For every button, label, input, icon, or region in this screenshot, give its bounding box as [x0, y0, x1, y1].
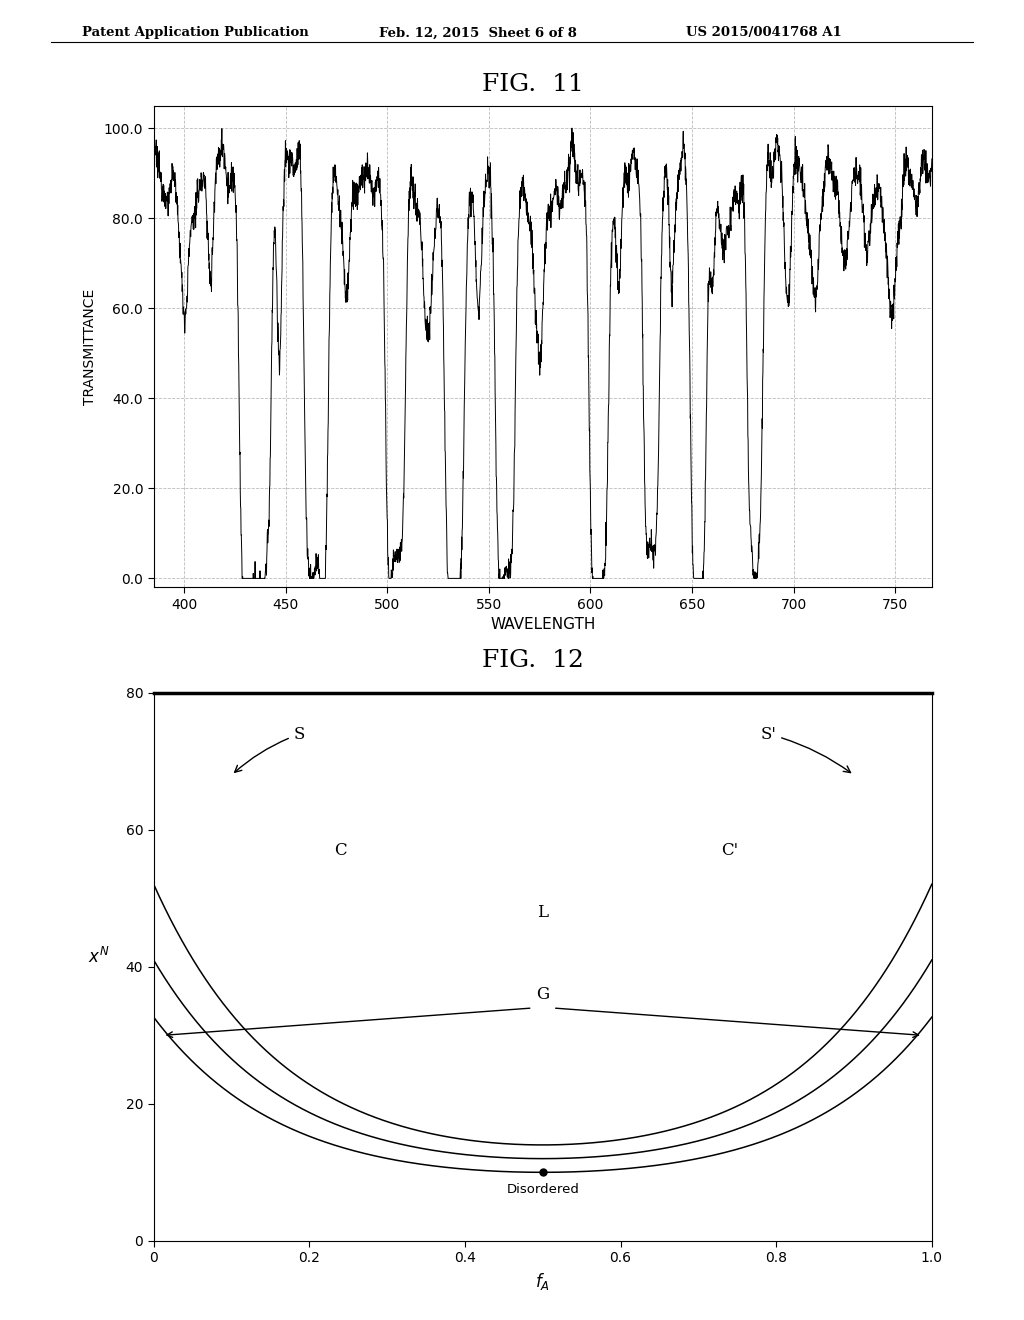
Text: S': S' [760, 726, 851, 772]
Y-axis label: TRANSMITTANCE: TRANSMITTANCE [83, 288, 96, 405]
Text: C: C [334, 842, 347, 859]
Text: Disordered: Disordered [506, 1183, 580, 1196]
Text: Feb. 12, 2015  Sheet 6 of 8: Feb. 12, 2015 Sheet 6 of 8 [379, 26, 577, 40]
Text: Patent Application Publication: Patent Application Publication [82, 26, 308, 40]
Text: C': C' [721, 842, 738, 859]
Text: S: S [234, 726, 305, 772]
Y-axis label: $x^N$: $x^N$ [88, 946, 110, 966]
Text: G: G [537, 986, 549, 1003]
Text: FIG.  11: FIG. 11 [481, 73, 584, 95]
X-axis label: WAVELENGTH: WAVELENGTH [490, 618, 595, 632]
Text: FIG.  12: FIG. 12 [481, 649, 584, 672]
Text: L: L [538, 904, 548, 920]
Text: US 2015/0041768 A1: US 2015/0041768 A1 [686, 26, 842, 40]
X-axis label: $f_A$: $f_A$ [536, 1271, 550, 1292]
